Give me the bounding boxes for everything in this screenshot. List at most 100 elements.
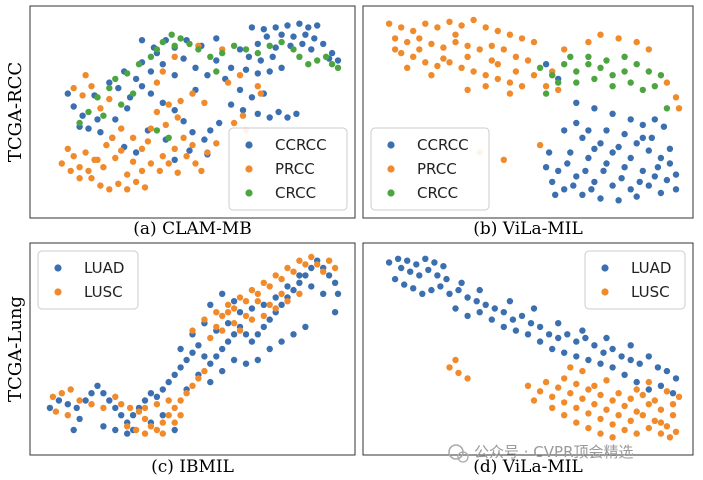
point-lusc — [639, 391, 646, 399]
panel-caption: (b) ViLa-MIL — [473, 219, 583, 239]
point-lusc — [609, 397, 616, 404]
point-lusc — [561, 412, 568, 419]
point-luad — [573, 353, 580, 360]
point-prcc — [70, 84, 77, 92]
legend-label-lusc: LUSC — [84, 283, 123, 301]
point-prcc — [470, 68, 477, 75]
point-luad — [603, 334, 610, 342]
point-prcc — [82, 149, 89, 156]
point-luad — [100, 390, 107, 397]
point-prcc — [518, 35, 526, 42]
point-prcc — [434, 62, 441, 70]
point-crcc — [278, 38, 285, 46]
point-ccrcc — [64, 90, 72, 97]
point-luad — [159, 412, 166, 419]
point-prcc — [82, 72, 89, 79]
point-luad — [55, 397, 63, 404]
point-luad — [224, 320, 232, 327]
point-prcc — [464, 42, 471, 49]
point-crcc — [153, 46, 161, 53]
point-lusc — [165, 412, 172, 419]
legend: CCRCC PRCC CRCC — [370, 127, 490, 211]
point-ccrcc — [320, 40, 327, 48]
point-luad — [213, 353, 220, 360]
point-ccrcc — [579, 134, 586, 141]
point-prcc — [147, 125, 155, 132]
point-prcc — [518, 83, 526, 90]
point-luad — [618, 353, 625, 360]
point-lusc — [296, 257, 303, 264]
point-luad — [404, 257, 411, 264]
point-lusc — [555, 384, 562, 391]
point-prcc — [663, 79, 671, 86]
point-luad — [506, 298, 514, 305]
point-luad — [627, 356, 634, 364]
point-ccrcc — [124, 105, 131, 112]
point-luad — [112, 426, 119, 434]
point-ccrcc — [591, 178, 598, 186]
point-ccrcc — [597, 195, 604, 202]
point-luad — [527, 320, 535, 327]
point-luad — [636, 360, 643, 367]
panel-2: CCRCC PRCC CRCC (b) ViLa-MIL — [362, 5, 694, 239]
point-crcc — [177, 35, 184, 42]
point-prcc — [201, 99, 208, 107]
point-lusc — [597, 430, 604, 437]
point-lusc — [446, 364, 453, 371]
legend-marker-prcc — [387, 165, 395, 173]
point-ccrcc — [132, 149, 140, 156]
point-ccrcc — [97, 129, 104, 136]
point-ccrcc — [579, 191, 586, 198]
point-prcc — [115, 180, 122, 187]
point-lusc — [585, 386, 592, 393]
point-luad — [112, 404, 119, 412]
point-luad — [530, 305, 538, 312]
point-prcc — [118, 147, 125, 154]
point-luad — [73, 404, 80, 412]
point-luad — [70, 426, 77, 434]
point-crcc — [112, 75, 119, 83]
point-luad — [564, 331, 571, 338]
legend: CCRCC PRCC CRCC — [228, 127, 348, 211]
point-prcc — [204, 149, 211, 156]
point-lusc — [236, 294, 244, 301]
point-ccrcc — [171, 72, 178, 79]
point-crcc — [230, 42, 238, 49]
point-crcc — [171, 42, 178, 49]
point-lusc — [591, 401, 598, 408]
watermark-text: 公众号 · CVPR顶会精选 — [474, 443, 634, 461]
point-ccrcc — [657, 189, 665, 197]
point-crcc — [290, 46, 297, 53]
point-luad — [398, 264, 405, 272]
point-prcc — [458, 64, 465, 72]
point-lusc — [663, 423, 671, 430]
series-prcc — [385, 16, 683, 163]
point-crcc — [585, 60, 592, 68]
point-ccrcc — [660, 123, 668, 130]
point-crcc — [85, 108, 92, 116]
point-prcc — [440, 44, 447, 51]
point-prcc — [470, 16, 477, 24]
point-ccrcc — [254, 110, 261, 118]
point-lusc — [254, 290, 261, 297]
point-lusc — [597, 391, 604, 399]
point-ccrcc — [618, 175, 625, 182]
point-luad — [609, 345, 616, 353]
point-ccrcc — [621, 164, 628, 171]
point-prcc — [174, 114, 181, 121]
point-lusc — [201, 316, 208, 323]
point-luad — [284, 283, 291, 290]
point-prcc — [506, 79, 514, 86]
point-prcc — [500, 156, 507, 163]
series-crcc — [76, 31, 342, 141]
point-ccrcc — [272, 44, 279, 51]
point-ccrcc — [633, 140, 640, 147]
point-ccrcc — [213, 35, 220, 42]
point-lusc — [242, 298, 250, 305]
point-ccrcc — [180, 118, 187, 125]
point-crcc — [219, 49, 226, 57]
point-luad — [657, 382, 665, 389]
point-luad — [118, 412, 125, 419]
point-ccrcc — [314, 22, 321, 29]
point-prcc — [192, 160, 199, 167]
